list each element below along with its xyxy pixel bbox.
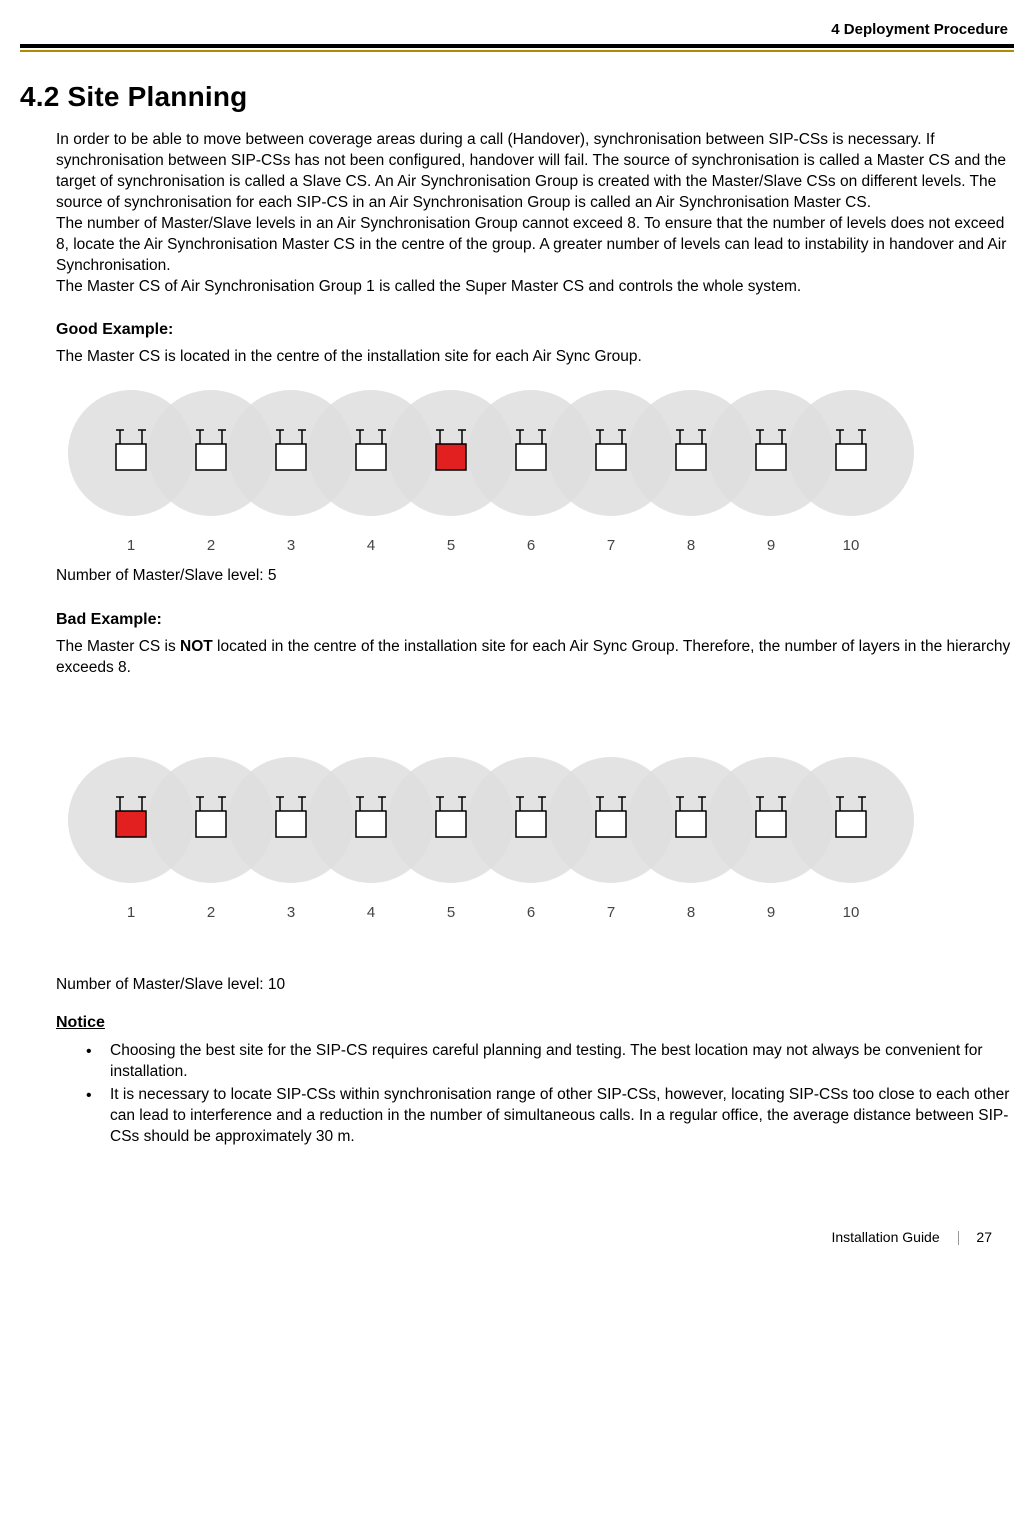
cs-number-label: 7 [571, 903, 651, 923]
bad-desc-bold: NOT [180, 638, 213, 655]
cs-number-label: 7 [571, 536, 651, 556]
cs-number-label: 5 [411, 536, 491, 556]
cs-number-label: 1 [91, 903, 171, 923]
cs-number-label: 3 [251, 536, 331, 556]
cs-number-label: 2 [171, 903, 251, 923]
page-footer: Installation Guide 27 [20, 1228, 1014, 1247]
good-example-heading: Good Example: [56, 319, 1012, 341]
cs-number-label: 3 [251, 903, 331, 923]
footer-doc-name: Installation Guide [831, 1229, 939, 1245]
cs-number-label: 8 [651, 903, 731, 923]
rule-top [20, 44, 1014, 48]
bad-example-diagram: 12345678910 [56, 745, 1012, 923]
cs-number-label: 1 [91, 536, 171, 556]
cs-number-label: 10 [811, 536, 891, 556]
good-example-diagram: 12345678910 [56, 378, 1012, 556]
section-title: 4.2 Site Planning [20, 78, 1014, 116]
good-level-caption: Number of Master/Slave level: 5 [56, 566, 1014, 587]
cs-number-label: 10 [811, 903, 891, 923]
bad-desc-pre: The Master CS is [56, 638, 180, 655]
chapter-header: 4 Deployment Procedure [20, 20, 1014, 40]
cs-number-label: 9 [731, 903, 811, 923]
notice-item: Choosing the best site for the SIP-CS re… [86, 1041, 1012, 1083]
notice-item: It is necessary to locate SIP-CSs within… [86, 1085, 1012, 1148]
footer-separator [958, 1231, 959, 1245]
footer-page-number: 27 [976, 1229, 992, 1245]
intro-paragraph: In order to be able to move between cove… [56, 130, 1012, 297]
bad-example-heading: Bad Example: [56, 609, 1012, 631]
notice-heading: Notice [56, 1012, 1012, 1034]
cs-number-label: 4 [331, 536, 411, 556]
rule-accent [20, 50, 1014, 52]
cs-number-label: 5 [411, 903, 491, 923]
cs-number-label: 9 [731, 536, 811, 556]
bad-example-desc: The Master CS is NOT located in the cent… [56, 637, 1012, 679]
good-example-desc: The Master CS is located in the centre o… [56, 347, 1012, 368]
bad-level-caption: Number of Master/Slave level: 10 [56, 975, 1014, 996]
cs-number-label: 8 [651, 536, 731, 556]
cs-number-label: 2 [171, 536, 251, 556]
cs-number-label: 6 [491, 903, 571, 923]
notice-list: Choosing the best site for the SIP-CS re… [56, 1041, 1012, 1148]
cs-number-label: 6 [491, 536, 571, 556]
cs-number-label: 4 [331, 903, 411, 923]
